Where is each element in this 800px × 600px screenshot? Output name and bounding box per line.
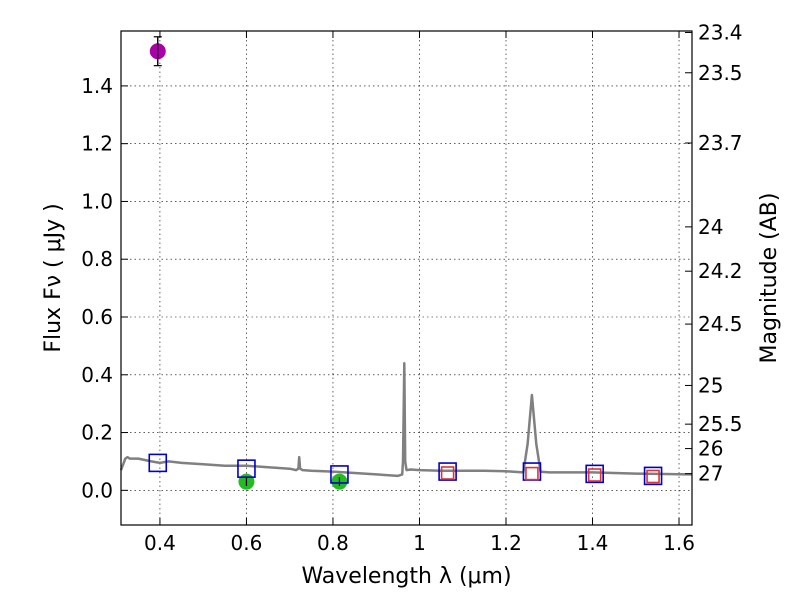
x-tick-label: 1 <box>413 531 426 555</box>
grid-lines <box>121 31 692 525</box>
magnitude-tick-label: 25 <box>698 373 723 397</box>
template-spectrum-line <box>119 361 693 478</box>
magnitude-tick-label: 24 <box>698 215 723 239</box>
x-tick-label: 0.8 <box>317 531 349 555</box>
y-tick-label: 0.4 <box>81 363 113 387</box>
x-axis-label: Wavelength λ (μm) <box>301 564 511 589</box>
y-tick-label: 1.4 <box>81 74 113 98</box>
model-square <box>646 469 660 484</box>
model-square <box>438 462 457 481</box>
y-tick-label: 0.8 <box>81 247 113 271</box>
x-tick-label: 0.4 <box>144 531 176 555</box>
magnitude-tick-label: 26 <box>698 437 723 461</box>
model-square <box>643 466 663 486</box>
model-square <box>525 466 539 481</box>
magnitude-tick-label: 23.4 <box>698 20 743 44</box>
y-axis-ticks: 0.0 0.2 0.4 0.6 0.8 1.0 1.2 1.4 <box>81 74 128 502</box>
y-tick-label: 0.0 <box>81 478 113 502</box>
magnitude-tick-label: 24.2 <box>698 259 743 283</box>
magnitude-tick-label: 27 <box>698 462 723 486</box>
y-tick-label: 0.2 <box>81 421 113 445</box>
magnitude-axis-label: Magnitude (AB) <box>757 193 782 364</box>
model-square <box>148 453 168 473</box>
model-square <box>587 468 602 482</box>
magnitude-tick-label: 23.7 <box>698 131 743 155</box>
model-square <box>585 464 604 484</box>
magnitude-tick-label: 23.5 <box>698 61 743 85</box>
x-tick-label: 0.6 <box>231 531 263 555</box>
model-square <box>440 466 455 480</box>
x-tick-label: 1.6 <box>663 531 695 555</box>
y-axis-label: Flux Fν ( μJy ) <box>41 203 66 352</box>
magnitude-tick-label: 25.5 <box>698 412 743 436</box>
model-square <box>237 459 256 478</box>
y-tick-label: 0.6 <box>81 305 113 329</box>
y-tick-label: 1.2 <box>81 132 113 156</box>
magnitude-tick-label: 24.5 <box>698 312 743 336</box>
spectrum-layer <box>119 361 693 478</box>
plot-frame <box>120 30 693 526</box>
x-axis-ticks: 0.4 0.6 0.8 1 1.2 1.4 1.6 <box>144 31 695 555</box>
photometry-points <box>148 36 663 490</box>
y-tick-label: 1.0 <box>81 189 113 213</box>
x-tick-label: 1.4 <box>577 531 609 555</box>
x-tick-label: 1.2 <box>490 531 522 555</box>
model-square <box>330 465 349 484</box>
